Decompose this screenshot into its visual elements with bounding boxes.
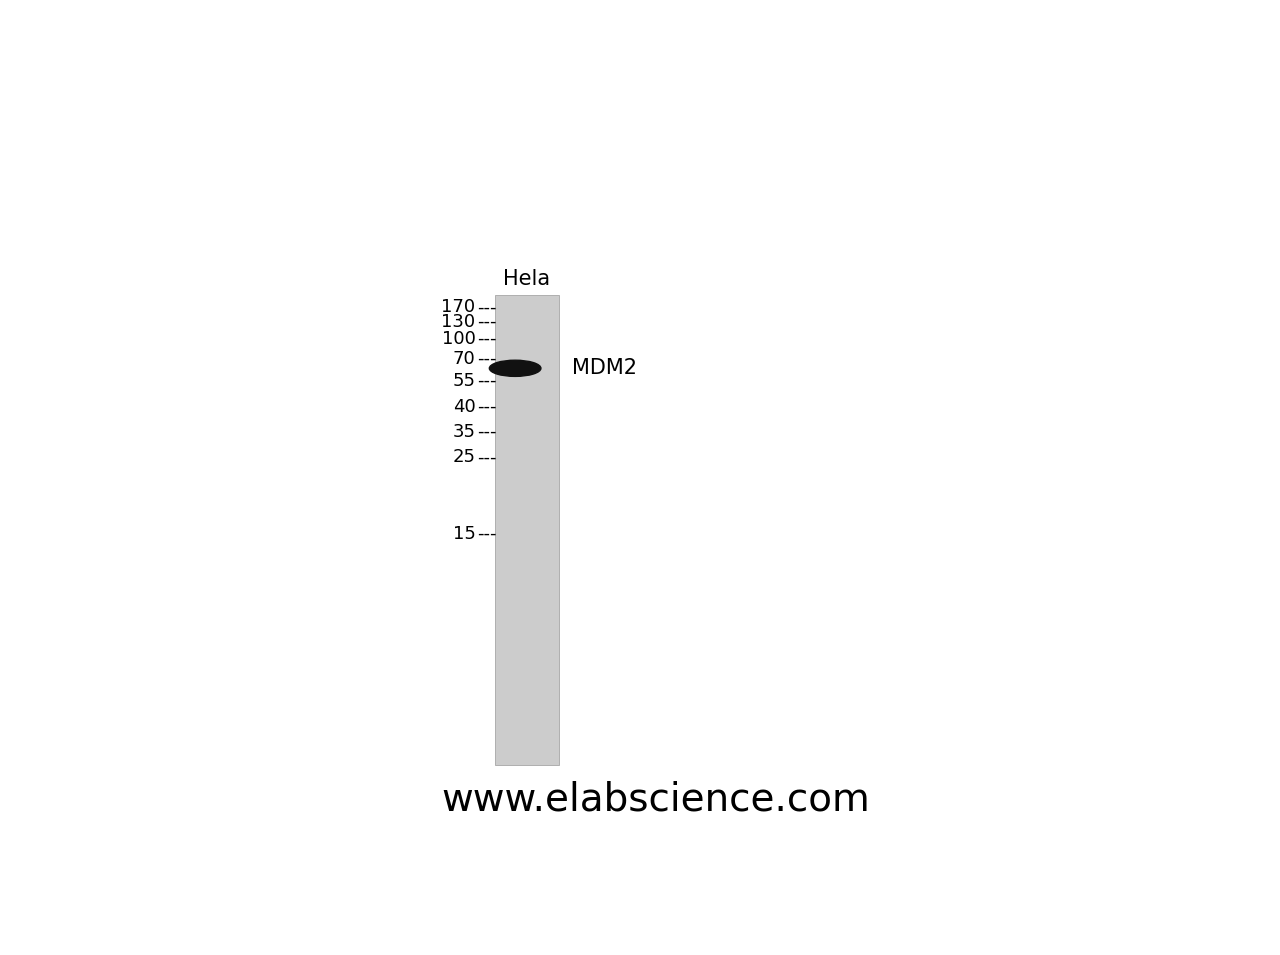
Text: ---: --- [477,422,497,440]
Text: ---: --- [477,329,497,348]
Ellipse shape [489,360,541,376]
Text: www.elabscience.com: www.elabscience.com [442,781,870,819]
Text: ---: --- [477,524,497,542]
Text: 40: 40 [453,397,475,415]
Text: 100: 100 [442,329,475,348]
Text: ---: --- [477,298,497,316]
Text: ---: --- [477,371,497,390]
Text: ---: --- [477,350,497,368]
Text: 25: 25 [452,448,475,466]
Text: 15: 15 [453,524,475,542]
Text: MDM2: MDM2 [572,358,636,378]
Text: 35: 35 [452,422,475,440]
Text: 170: 170 [442,298,475,316]
Text: Hela: Hela [503,269,550,288]
Text: 55: 55 [452,371,475,390]
Bar [495,295,559,765]
Text: ---: --- [477,448,497,466]
Text: ---: --- [477,397,497,415]
Text: ---: --- [477,313,497,331]
Text: 70: 70 [453,350,475,368]
Text: 130: 130 [442,313,475,331]
